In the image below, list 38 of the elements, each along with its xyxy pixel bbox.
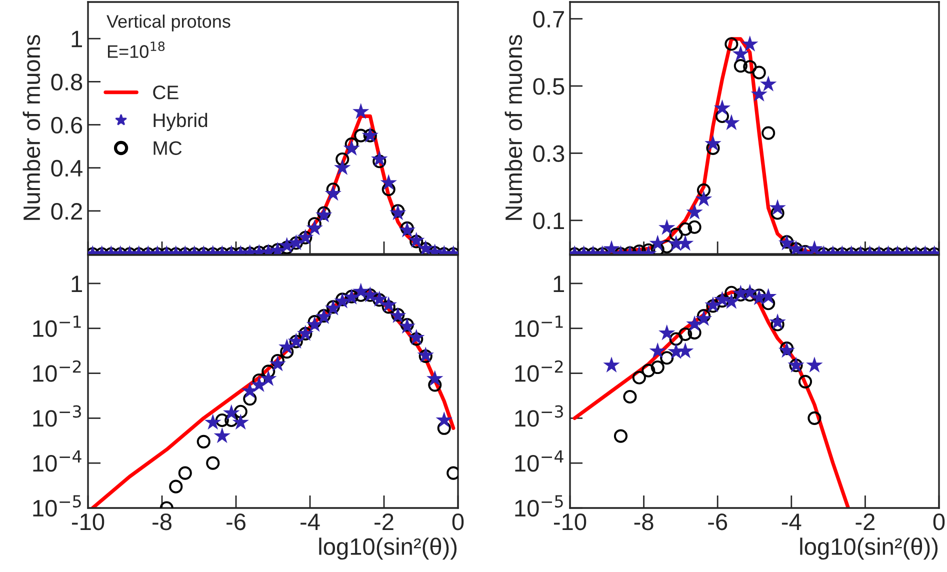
y-tick-label: 1 bbox=[554, 276, 564, 292]
y-tick-label: 0.8 bbox=[51, 74, 82, 90]
x-axis-title: log10(sin²(θ)) bbox=[800, 538, 938, 560]
y-tick-label: 0.2 bbox=[51, 202, 82, 220]
y-tick-label: 0.3 bbox=[533, 145, 564, 162]
annotation: E=10$^{18}$ bbox=[108, 41, 165, 58]
y-tick-label: 0.4 bbox=[51, 160, 82, 177]
x-tick-label: -8 bbox=[634, 513, 654, 530]
x-tick-label: -8 bbox=[152, 513, 172, 530]
y-axis-title: Number of muons bbox=[22, 35, 40, 220]
x-tick-label: -6 bbox=[708, 513, 728, 530]
y-tick-label: 10$^{−3}$ bbox=[515, 405, 563, 427]
y-axis-title: Number of muons bbox=[504, 35, 522, 220]
x-tick-label: 0 bbox=[452, 513, 464, 530]
x-tick-label: -6 bbox=[226, 513, 246, 530]
annotation: Vertical protons bbox=[106, 14, 230, 32]
y-tick-label: 10$^{−4}$ bbox=[33, 450, 82, 472]
y-tick-label: 10$^{−2}$ bbox=[515, 360, 563, 382]
y-tick-label: 0.5 bbox=[533, 78, 564, 95]
y-tick-label: 1 bbox=[72, 30, 82, 48]
x-tick-label: -2 bbox=[374, 513, 394, 530]
y-tick-label: 1 bbox=[72, 276, 82, 292]
y-tick-label: 10$^{−1}$ bbox=[515, 316, 563, 337]
y-tick-label: 10$^{−3}$ bbox=[33, 405, 81, 427]
y-tick-label: 0.6 bbox=[51, 116, 82, 134]
y-tick-label: 0.1 bbox=[533, 212, 564, 230]
y-tick-label: 10$^{−2}$ bbox=[33, 360, 81, 382]
legend-label: MC bbox=[154, 141, 182, 155]
x-axis-title: log10(sin²(θ)) bbox=[319, 538, 457, 560]
y-tick-label: 10$^{−1}$ bbox=[33, 316, 81, 337]
legend-label: Hybrid bbox=[154, 112, 208, 131]
x-tick-label: -4 bbox=[782, 514, 802, 530]
x-tick-label: -2 bbox=[856, 513, 875, 530]
x-tick-label: -4 bbox=[300, 514, 320, 530]
legend-label: CE bbox=[153, 86, 178, 100]
y-tick-label: 10$^{−4}$ bbox=[515, 450, 564, 472]
x-tick-label: 0 bbox=[933, 513, 945, 530]
y-tick-label: 0.7 bbox=[533, 10, 564, 28]
